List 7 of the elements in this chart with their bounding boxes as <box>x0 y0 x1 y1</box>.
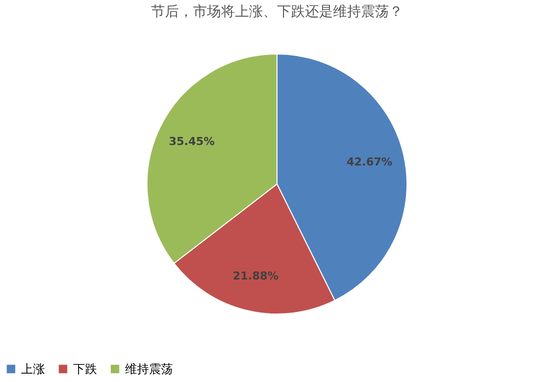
data-label: 35.45% <box>168 135 215 148</box>
data-label: 42.67% <box>346 155 392 168</box>
legend-label: 维持震荡 <box>125 362 173 376</box>
chart-title: 节后，市场将上涨、下跌还是维持震荡？ <box>151 4 403 20</box>
legend-label: 下跌 <box>73 362 97 376</box>
legend-label: 上涨 <box>21 362 45 376</box>
data-label: 21.88% <box>232 270 279 283</box>
